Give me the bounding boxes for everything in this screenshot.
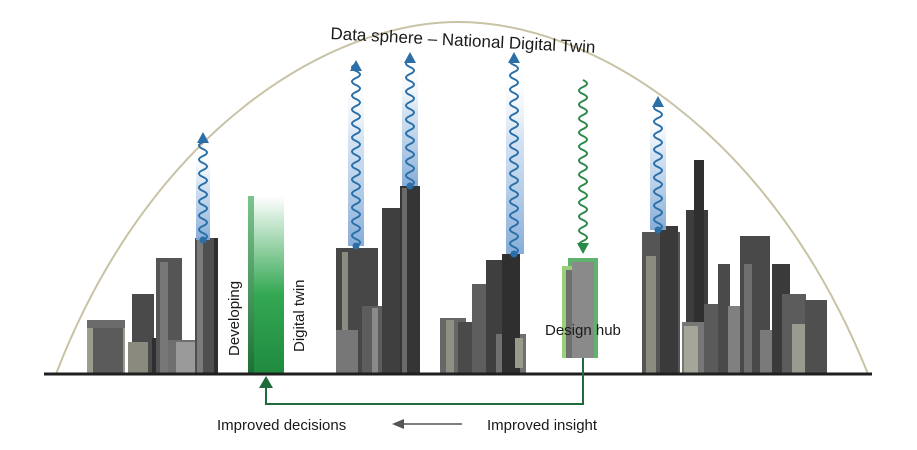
- data-source-dot: [510, 250, 518, 258]
- upward-data-wave-icon: [508, 52, 520, 63]
- developing-label: Developing: [226, 281, 243, 356]
- digital-twin-tower: [248, 196, 284, 374]
- improved-decisions-label: Improved decisions: [217, 417, 346, 434]
- data-source-dot: [654, 226, 662, 234]
- data-wave-line: [405, 59, 415, 187]
- dome-title: Data sphere – National Digital Twin: [330, 24, 596, 57]
- skyline-left: [87, 238, 218, 374]
- data-wave-arrows: [197, 52, 664, 258]
- data-wave-line: [653, 103, 663, 231]
- upward-data-wave-icon: [350, 60, 362, 71]
- improved-insight-label: Improved insight: [487, 417, 598, 434]
- data-sphere-dome: [55, 20, 869, 375]
- upward-data-wave-icon: [652, 96, 664, 107]
- skyline-centre: [336, 186, 526, 374]
- data-source-dot: [406, 182, 414, 190]
- digital-twin-label: Digital twin: [291, 279, 308, 352]
- design-hub-building: [562, 258, 598, 358]
- skyline-right: [642, 160, 827, 374]
- upward-data-wave-icon: [197, 132, 209, 143]
- downward-data-wave-icon: [577, 243, 589, 254]
- data-wave-line: [509, 57, 519, 255]
- data-wave-line: [198, 141, 208, 241]
- upward-data-wave-icon: [404, 52, 416, 63]
- design-hub-label: Design hub: [545, 322, 621, 339]
- data-wave-line: [351, 63, 361, 247]
- data-wave-line: [578, 79, 588, 249]
- feedback-loop-arrow: [265, 358, 584, 405]
- feedback-arrowhead-icon: [259, 376, 273, 388]
- data-source-dot: [199, 236, 207, 244]
- data-source-dot: [352, 242, 360, 250]
- left-arrow-icon: [392, 419, 404, 429]
